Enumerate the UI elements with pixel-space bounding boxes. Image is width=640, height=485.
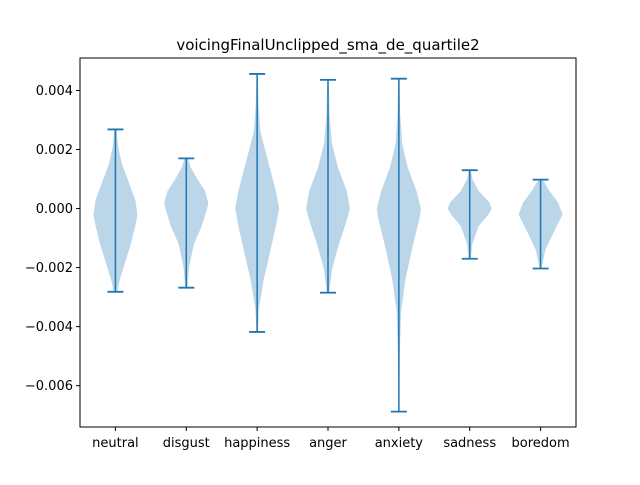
y-tick-label: 0.002 [36,143,73,158]
violin-sadness [447,169,492,260]
y-tick-label: 0.004 [36,84,73,99]
x-tick-label: happiness [224,436,290,451]
violin-anxiety [376,77,421,413]
y-tick-label: −0.002 [25,261,73,276]
y-tick-label: −0.006 [25,379,73,394]
x-tick-label: disgust [163,436,210,451]
violin-neutral [93,128,138,293]
y-tick-label: 0.000 [36,202,73,217]
chart-title: voicingFinalUnclipped_sma_de_quartile2 [176,36,479,55]
violin-boredom [518,178,563,270]
x-axis: neutral disgust happiness anger anxiety sadne… [92,427,570,451]
x-tick-label: anxiety [375,436,424,451]
y-axis: 0.004 0.002 0.000 −0.002 −0.004 −0.006 [25,84,80,394]
violins-layer [93,73,563,413]
violin-disgust [164,157,209,289]
x-tick-label: neutral [92,436,139,451]
violin-anger [306,78,350,294]
x-tick-label: anger [309,436,347,451]
y-tick-label: −0.004 [25,320,73,335]
x-tick-label: sadness [443,436,496,451]
violin-happiness [235,73,280,333]
x-tick-label: boredom [512,436,570,451]
